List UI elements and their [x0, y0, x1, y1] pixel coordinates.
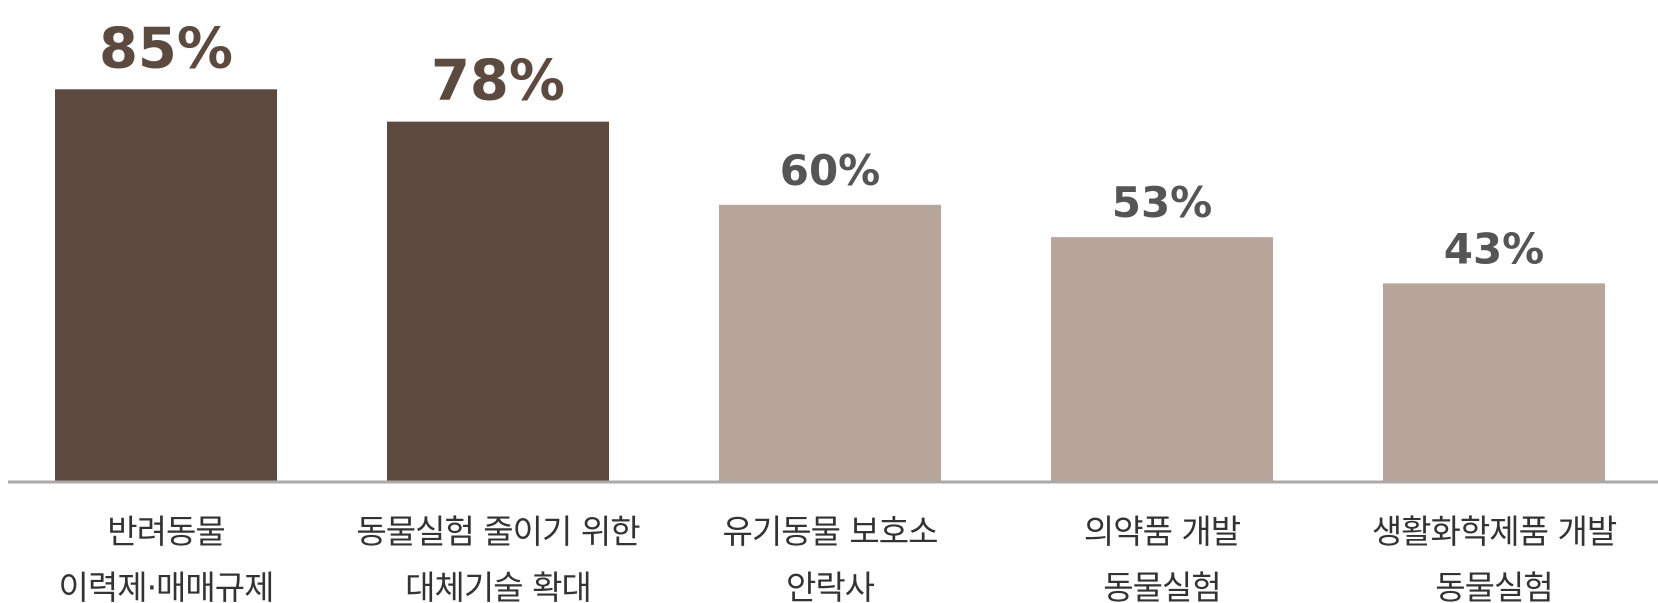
x-tick-label: 생활화학제품 개발 동물실험	[1328, 504, 1658, 603]
value-label: 60%	[780, 146, 881, 195]
value-label: 53%	[1112, 178, 1213, 227]
value-label: 43%	[1444, 224, 1545, 273]
x-tick-label: 동물실험 줄이기 위한 대체기술 확대	[332, 504, 664, 603]
x-tick-label: 유기동물 보호소 안락사	[664, 504, 996, 603]
chart: 85% 78% 60% 53% 43% 반려동물 이력제·매매규제동물실험 줄이기 위한…	[0, 0, 1658, 603]
bar	[387, 122, 609, 482]
bar	[1051, 237, 1273, 482]
x-tick-label: 반려동물 이력제·매매규제	[0, 504, 332, 603]
bar	[1383, 283, 1605, 482]
bar	[719, 205, 941, 482]
bar	[55, 89, 277, 482]
value-label: 85%	[99, 16, 233, 81]
x-tick-label: 의약품 개발 동물실험	[996, 504, 1328, 603]
value-label: 78%	[431, 49, 565, 114]
